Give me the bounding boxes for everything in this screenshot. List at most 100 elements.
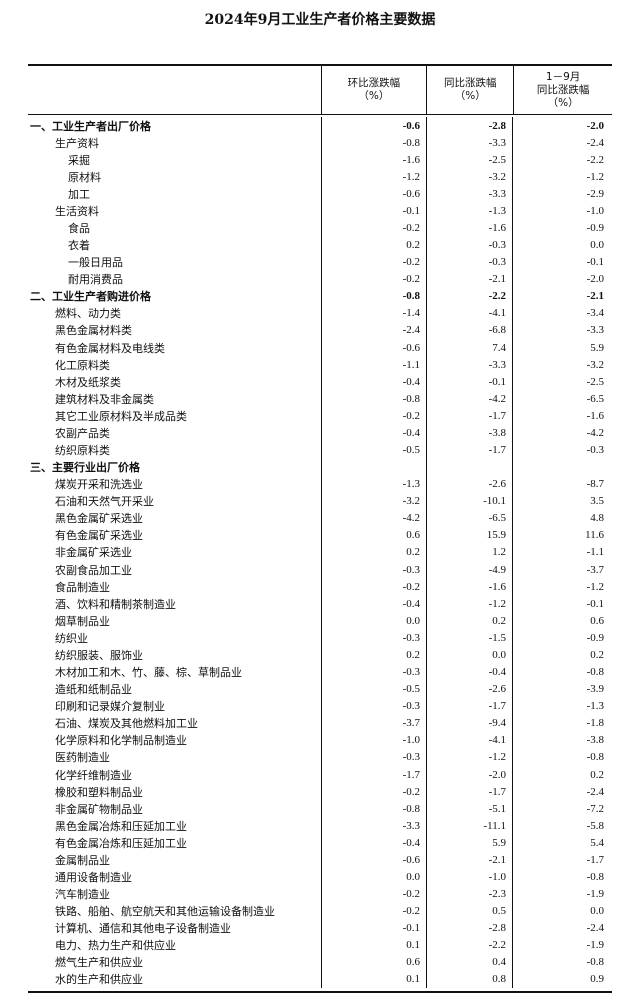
ytd-yoy-value: -1.9 (512, 936, 610, 954)
row-label: 化学纤维制造业 (55, 768, 132, 782)
mom-value: -0.5 (321, 441, 426, 459)
yoy-value: 0.8 (426, 970, 512, 988)
table-row: 纺织服装、服饰业 0.2 0.0 0.2 (28, 646, 612, 664)
row-label: 食品 (68, 222, 90, 235)
ytd-yoy-value: -1.9 (512, 885, 610, 903)
mom-value: -2.4 (321, 321, 426, 340)
yoy-value: -1.3 (426, 202, 512, 220)
row-label: 水的生产和供应业 (55, 973, 143, 987)
mom-value: -0.2 (321, 253, 426, 271)
row-label: 通用设备制造业 (55, 870, 132, 884)
row-label: 二、工业生产者购进价格 (30, 290, 151, 304)
yoy-value: -3.2 (426, 168, 512, 186)
row-label: 采掘 (68, 153, 90, 167)
mom-value: -0.3 (321, 697, 426, 715)
table-row: 木材及纸浆类 -0.4 -0.1 -2.5 (28, 373, 612, 391)
row-label: 一、工业生产者出厂价格 (30, 119, 151, 133)
mom-value (321, 458, 426, 476)
ytd-yoy-value: 0.0 (512, 902, 610, 920)
header-period: 1－9月 (545, 70, 581, 83)
ytd-yoy-value: -2.5 (512, 373, 610, 391)
ytd-yoy-value: 0.2 (512, 765, 610, 784)
ytd-yoy-value: -6.5 (512, 390, 610, 408)
row-label: 烟草制品业 (55, 614, 110, 628)
row-label: 非金属矿采选业 (55, 546, 132, 560)
header-unit: （%） (358, 90, 390, 102)
ytd-yoy-value: -2.4 (512, 134, 610, 152)
mom-value: -1.0 (321, 731, 426, 749)
header-mom: 环比涨跌幅 （%） (320, 66, 427, 114)
mom-value: -0.5 (321, 680, 426, 698)
mom-value: -1.1 (321, 356, 426, 374)
table-row: 水的生产和供应业 0.1 0.8 0.9 (28, 970, 612, 988)
mom-value: -0.2 (321, 902, 426, 920)
row-label: 非金属矿物制品业 (55, 802, 143, 816)
yoy-value: -11.1 (426, 817, 512, 835)
yoy-value: 5.9 (426, 834, 512, 852)
ytd-yoy-value: -2.2 (512, 151, 610, 169)
yoy-value: -1.2 (426, 748, 512, 766)
ytd-yoy-value: -2.4 (512, 919, 610, 937)
row-label: 有色金属矿采选业 (55, 529, 143, 543)
mom-value: -0.8 (321, 800, 426, 818)
table-row: 石油和天然气开采业 -3.2 -10.1 3.5 (28, 492, 612, 510)
table-row: 非金属矿物制品业 -0.8 -5.1 -7.2 (28, 800, 612, 818)
row-label: 石油和天然气开采业 (55, 495, 154, 509)
row-label: 计算机、通信和其他电子设备制造业 (55, 922, 231, 936)
table-row: 木材加工和木、竹、藤、棕、草制品业 -0.3 -0.4 -0.8 (28, 663, 612, 681)
row-label: 燃气生产和供应业 (55, 956, 143, 970)
row-label: 造纸和纸制品业 (55, 683, 132, 697)
row-label: 一般日用品 (68, 256, 123, 270)
yoy-value: -2.2 (426, 936, 512, 954)
yoy-value: 0.2 (426, 612, 512, 630)
mom-value: 0.6 (321, 526, 426, 544)
table-row: 黑色金属材料类 -2.4 -6.8 -3.3 (28, 321, 612, 340)
mom-value: -0.1 (321, 202, 426, 220)
mom-value: -0.8 (321, 390, 426, 408)
ytd-yoy-value: -3.2 (512, 356, 610, 374)
yoy-value: 7.4 (426, 339, 512, 357)
ytd-yoy-value: -1.2 (512, 168, 610, 186)
yoy-value: -3.8 (426, 424, 512, 442)
table-row: 原材料 -1.2 -3.2 -1.2 (28, 168, 612, 186)
ytd-yoy-value: -0.8 (512, 868, 610, 886)
yoy-value: 0.5 (426, 902, 512, 920)
ytd-yoy-value: 0.0 (512, 236, 610, 254)
mom-value: -0.6 (321, 185, 426, 203)
yoy-value (426, 458, 512, 476)
yoy-value: -3.3 (426, 185, 512, 203)
ytd-yoy-value: -0.9 (512, 629, 610, 647)
yoy-value: -1.7 (426, 441, 512, 459)
ytd-yoy-value: -2.9 (512, 185, 610, 203)
mom-value: -0.3 (321, 629, 426, 647)
yoy-value: -0.3 (426, 236, 512, 254)
ytd-yoy-value: -1.8 (512, 714, 610, 732)
table-row: 电力、热力生产和供应业 0.1 -2.2 -1.9 (28, 936, 612, 954)
yoy-value: -2.3 (426, 885, 512, 903)
mom-value: -0.2 (321, 270, 426, 288)
row-label: 化工原料类 (55, 358, 110, 372)
ytd-yoy-value: -0.8 (512, 663, 610, 681)
row-label: 医药制造业 (55, 751, 110, 765)
table-row: 耐用消费品 -0.2 -2.1 -2.0 (28, 270, 612, 288)
header-yoy: 同比涨跌幅 （%） (426, 66, 513, 114)
table-row: 食品制造业 -0.2 -1.6 -1.2 (28, 578, 612, 596)
mom-value: -0.2 (321, 578, 426, 596)
table-row: 食品 -0.2 -1.6 -0.9 (28, 219, 612, 237)
ytd-yoy-value: -1.0 (512, 202, 610, 220)
header-ytd-yoy: 1－9月 同比涨跌幅 （%） (513, 66, 612, 114)
ytd-yoy-value: -0.8 (512, 953, 610, 971)
yoy-value: -1.2 (426, 595, 512, 613)
ytd-yoy-value: -5.8 (512, 817, 610, 835)
ytd-yoy-value: 5.4 (512, 834, 610, 852)
table-row: 其它工业原材料及半成品类 -0.2 -1.7 -1.6 (28, 407, 612, 425)
row-label: 建筑材料及非金属类 (55, 392, 154, 406)
yoy-value: -1.6 (426, 578, 512, 596)
table-row: 有色金属材料及电线类 -0.6 7.4 5.9 (28, 339, 612, 357)
yoy-value: -4.1 (426, 304, 512, 322)
table-row: 通用设备制造业 0.0 -1.0 -0.8 (28, 868, 612, 886)
ytd-yoy-value: -0.1 (512, 595, 610, 613)
mom-value: -0.1 (321, 919, 426, 937)
row-label: 纺织业 (55, 631, 88, 645)
table-row: 造纸和纸制品业 -0.5 -2.6 -3.9 (28, 680, 612, 698)
